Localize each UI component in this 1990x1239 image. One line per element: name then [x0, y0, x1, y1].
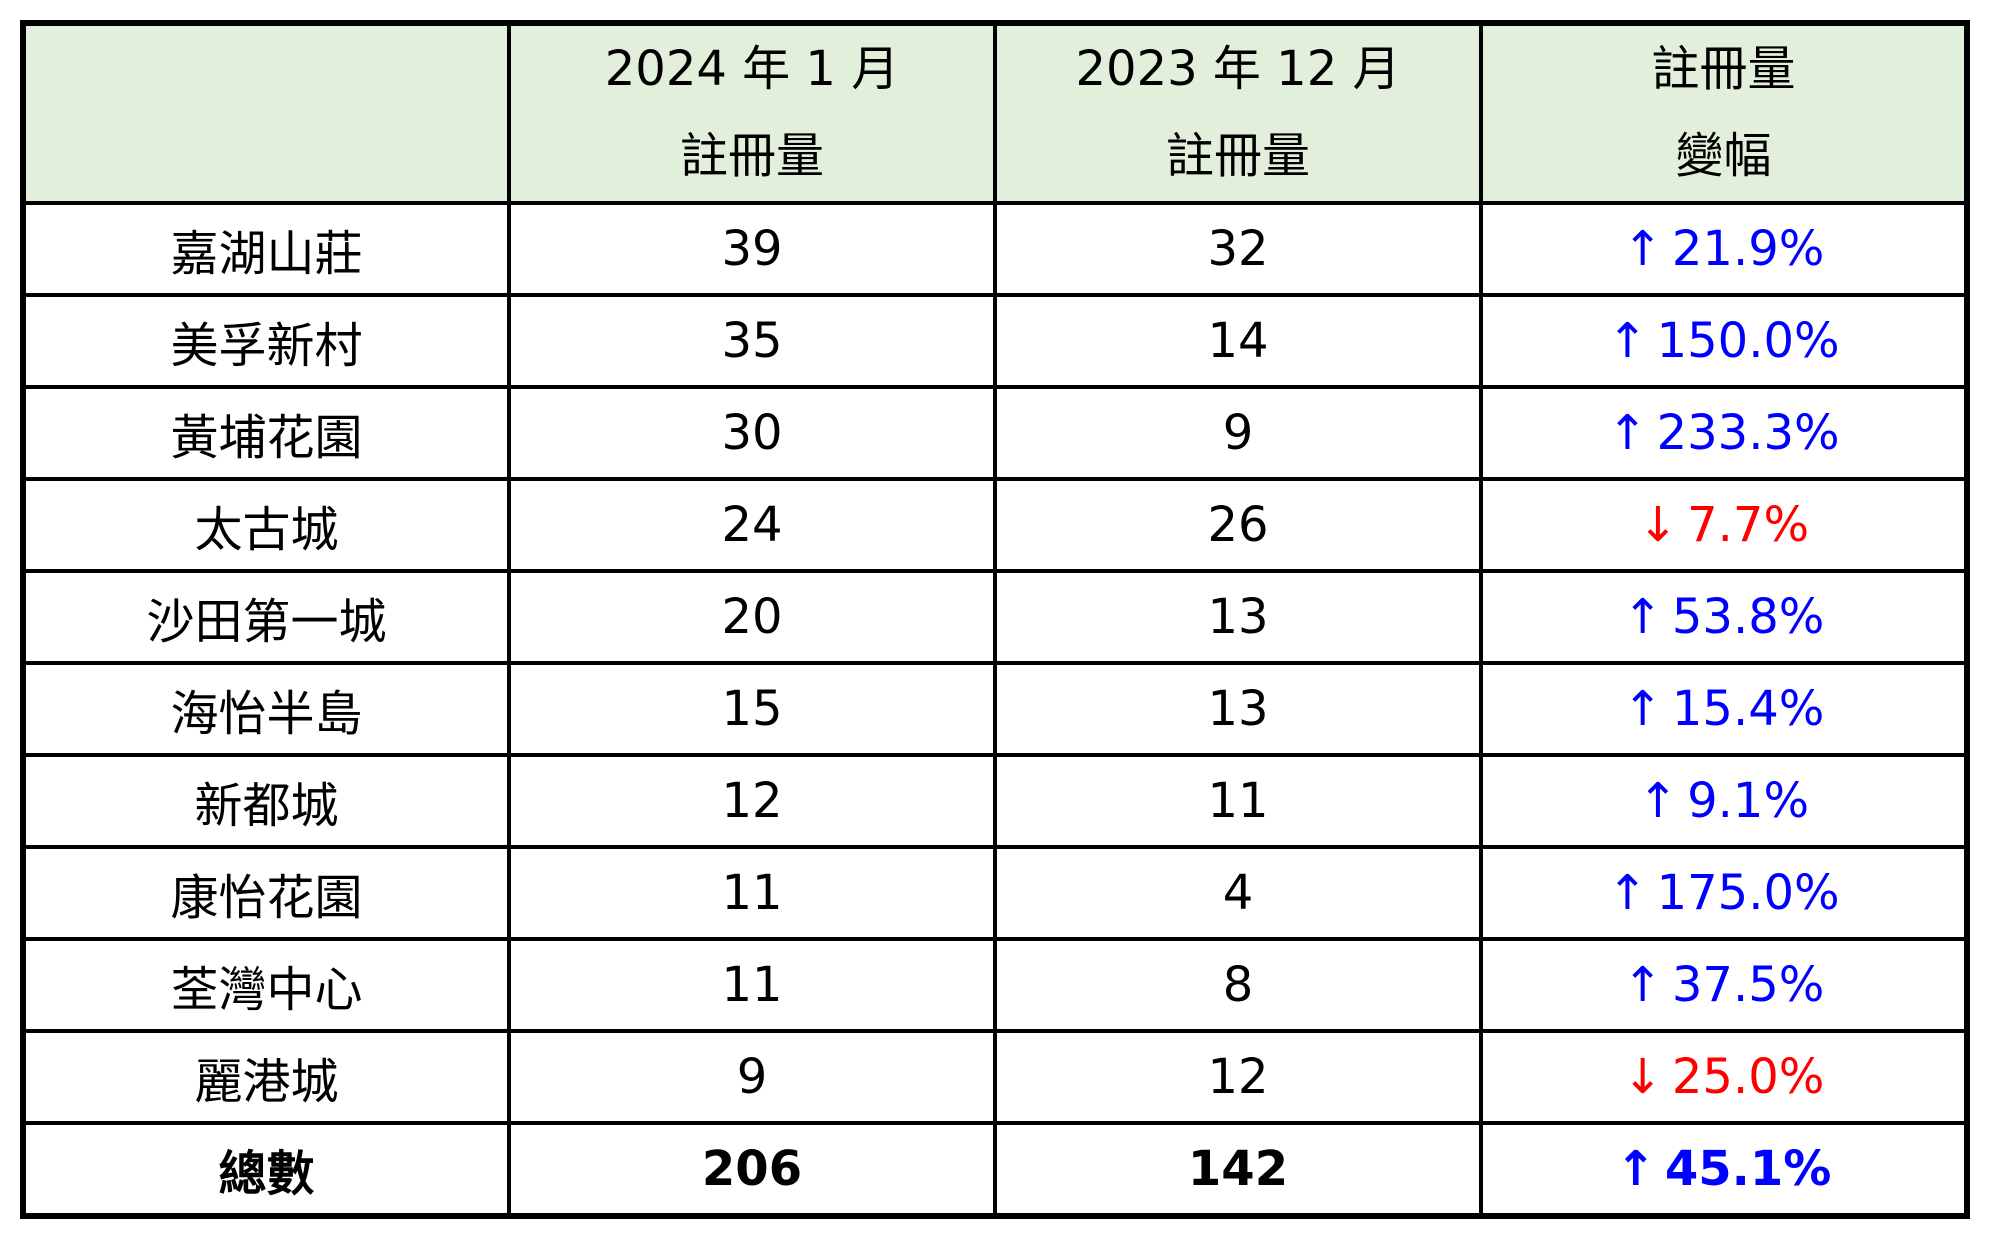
up-arrow-icon: ↑	[1622, 956, 1663, 1013]
table-row: 康怡花園 11 4 ↑ 175.0%	[21, 844, 1969, 941]
change-cell: ↓ 7.7%	[1479, 476, 1969, 573]
table-body: 嘉湖山莊 39 32 ↑ 21.9% 美孚新村 35 14 ↑ 150.0% 黃埔花…	[21, 200, 1969, 1218]
jan-2024-value-cell: 15	[507, 660, 997, 757]
estate-name-cell: 沙田第一城	[21, 568, 511, 665]
down-arrow-icon: ↓	[1622, 1048, 1663, 1105]
jan-2024-value-cell: 35	[507, 292, 997, 389]
jan-2024-value-cell: 39	[507, 200, 997, 297]
estate-name-cell: 海怡半島	[21, 660, 511, 757]
header-jan-2024-cell: 2024 年 1 月 註冊量	[507, 21, 997, 205]
up-arrow-icon: ↑	[1622, 220, 1663, 277]
change-cell: ↑ 9.1%	[1479, 752, 1969, 849]
header-jan-2024-line1: 2024 年 1 月	[604, 41, 900, 97]
change-value: 45.1%	[1664, 1140, 1832, 1197]
estate-name-cell: 新都城	[21, 752, 511, 849]
table-row: 美孚新村 35 14 ↑ 150.0%	[21, 292, 1969, 389]
header-dec-2023-cell: 2023 年 12 月 註冊量	[993, 21, 1483, 205]
change-cell: ↑ 53.8%	[1479, 568, 1969, 665]
table-row: 海怡半島 15 13 ↑ 15.4%	[21, 660, 1969, 757]
header-jan-2024-line2: 註冊量	[679, 128, 824, 185]
change-value: 25.0%	[1671, 1048, 1825, 1105]
dec-2023-value-cell: 13	[993, 568, 1483, 665]
change-cell: ↑ 233.3%	[1479, 384, 1969, 481]
up-arrow-icon: ↑	[1607, 404, 1648, 461]
jan-2024-value-cell: 12	[507, 752, 997, 849]
estate-name-cell: 麗港城	[21, 1028, 511, 1125]
jan-2024-value-cell: 20	[507, 568, 997, 665]
change-cell: ↑ 15.4%	[1479, 660, 1969, 757]
estate-name-cell: 嘉湖山莊	[21, 200, 511, 297]
change-value: 9.1%	[1687, 772, 1810, 829]
change-cell: ↑ 21.9%	[1479, 200, 1969, 297]
estate-name-cell: 黃埔花園	[21, 384, 511, 481]
dec-2023-value-cell: 4	[993, 844, 1483, 941]
up-arrow-icon: ↑	[1622, 588, 1663, 645]
estate-name-cell: 康怡花園	[21, 844, 511, 941]
change-value: 15.4%	[1671, 680, 1825, 737]
header-row: 2024 年 1 月 註冊量 2023 年 12 月 註冊量 註冊量 變幅	[21, 21, 1969, 205]
change-value: 150.0%	[1656, 312, 1840, 369]
up-arrow-icon: ↑	[1615, 1140, 1656, 1197]
dec-2023-value-cell: 13	[993, 660, 1483, 757]
dec-2023-value-cell: 26	[993, 476, 1483, 573]
header-estate-cell	[21, 21, 511, 205]
change-value: 37.5%	[1671, 956, 1825, 1013]
registration-volume-table: 2024 年 1 月 註冊量 2023 年 12 月 註冊量 註冊量 變幅 嘉湖…	[20, 20, 1970, 1219]
jan-2024-value-cell: 9	[507, 1028, 997, 1125]
header-change-cell: 註冊量 變幅	[1479, 21, 1969, 205]
change-value: 7.7%	[1687, 496, 1810, 553]
estate-name-cell: 美孚新村	[21, 292, 511, 389]
table-row: 沙田第一城 20 13 ↑ 53.8%	[21, 568, 1969, 665]
up-arrow-icon: ↑	[1622, 680, 1663, 737]
change-cell: ↑ 175.0%	[1479, 844, 1969, 941]
header-dec-2023-line2: 註冊量	[1165, 128, 1310, 185]
table-row: 荃灣中心 11 8 ↑ 37.5%	[21, 936, 1969, 1033]
estate-name-cell: 太古城	[21, 476, 511, 573]
table-row: 新都城 12 11 ↑ 9.1%	[21, 752, 1969, 849]
change-cell: ↑ 37.5%	[1479, 936, 1969, 1033]
change-value: 175.0%	[1656, 864, 1840, 921]
jan-2024-value-cell: 24	[507, 476, 997, 573]
estate-name-cell: 荃灣中心	[21, 936, 511, 1033]
change-value: 53.8%	[1671, 588, 1825, 645]
header-change-line1: 註冊量	[1651, 41, 1796, 97]
dec-2023-value-cell: 12	[993, 1028, 1483, 1125]
up-arrow-icon: ↑	[1637, 772, 1679, 829]
jan-2024-value-cell: 11	[507, 936, 997, 1033]
change-cell: ↓ 25.0%	[1479, 1028, 1969, 1125]
down-arrow-icon: ↓	[1637, 496, 1679, 553]
jan-2024-value-cell: 11	[507, 844, 997, 941]
up-arrow-icon: ↑	[1607, 312, 1648, 369]
dec-2023-value-cell: 11	[993, 752, 1483, 849]
total-change-cell: ↑ 45.1%	[1479, 1120, 1969, 1218]
header-change-line2: 變幅	[1675, 128, 1772, 185]
table-row: 黃埔花園 30 9 ↑ 233.3%	[21, 384, 1969, 481]
table-row: 麗港城 9 12 ↓ 25.0%	[21, 1028, 1969, 1125]
change-value: 21.9%	[1671, 220, 1825, 277]
dec-2023-value-cell: 8	[993, 936, 1483, 1033]
header-dec-2023-line1: 2023 年 12 月	[1075, 41, 1401, 97]
jan-2024-value-cell: 30	[507, 384, 997, 481]
change-cell: ↑ 150.0%	[1479, 292, 1969, 389]
table-row: 嘉湖山莊 39 32 ↑ 21.9%	[21, 200, 1969, 297]
table-row: 太古城 24 26 ↓ 7.7%	[21, 476, 1969, 573]
total-dec-2023-cell: 142	[993, 1120, 1483, 1218]
dec-2023-value-cell: 9	[993, 384, 1483, 481]
up-arrow-icon: ↑	[1607, 864, 1648, 921]
total-label-cell: 總數	[21, 1120, 511, 1218]
total-row: 總數 206 142 ↑ 45.1%	[21, 1120, 1969, 1218]
dec-2023-value-cell: 14	[993, 292, 1483, 389]
dec-2023-value-cell: 32	[993, 200, 1483, 297]
total-jan-2024-cell: 206	[507, 1120, 997, 1218]
table-header: 2024 年 1 月 註冊量 2023 年 12 月 註冊量 註冊量 變幅	[21, 21, 1969, 205]
change-value: 233.3%	[1656, 404, 1840, 461]
